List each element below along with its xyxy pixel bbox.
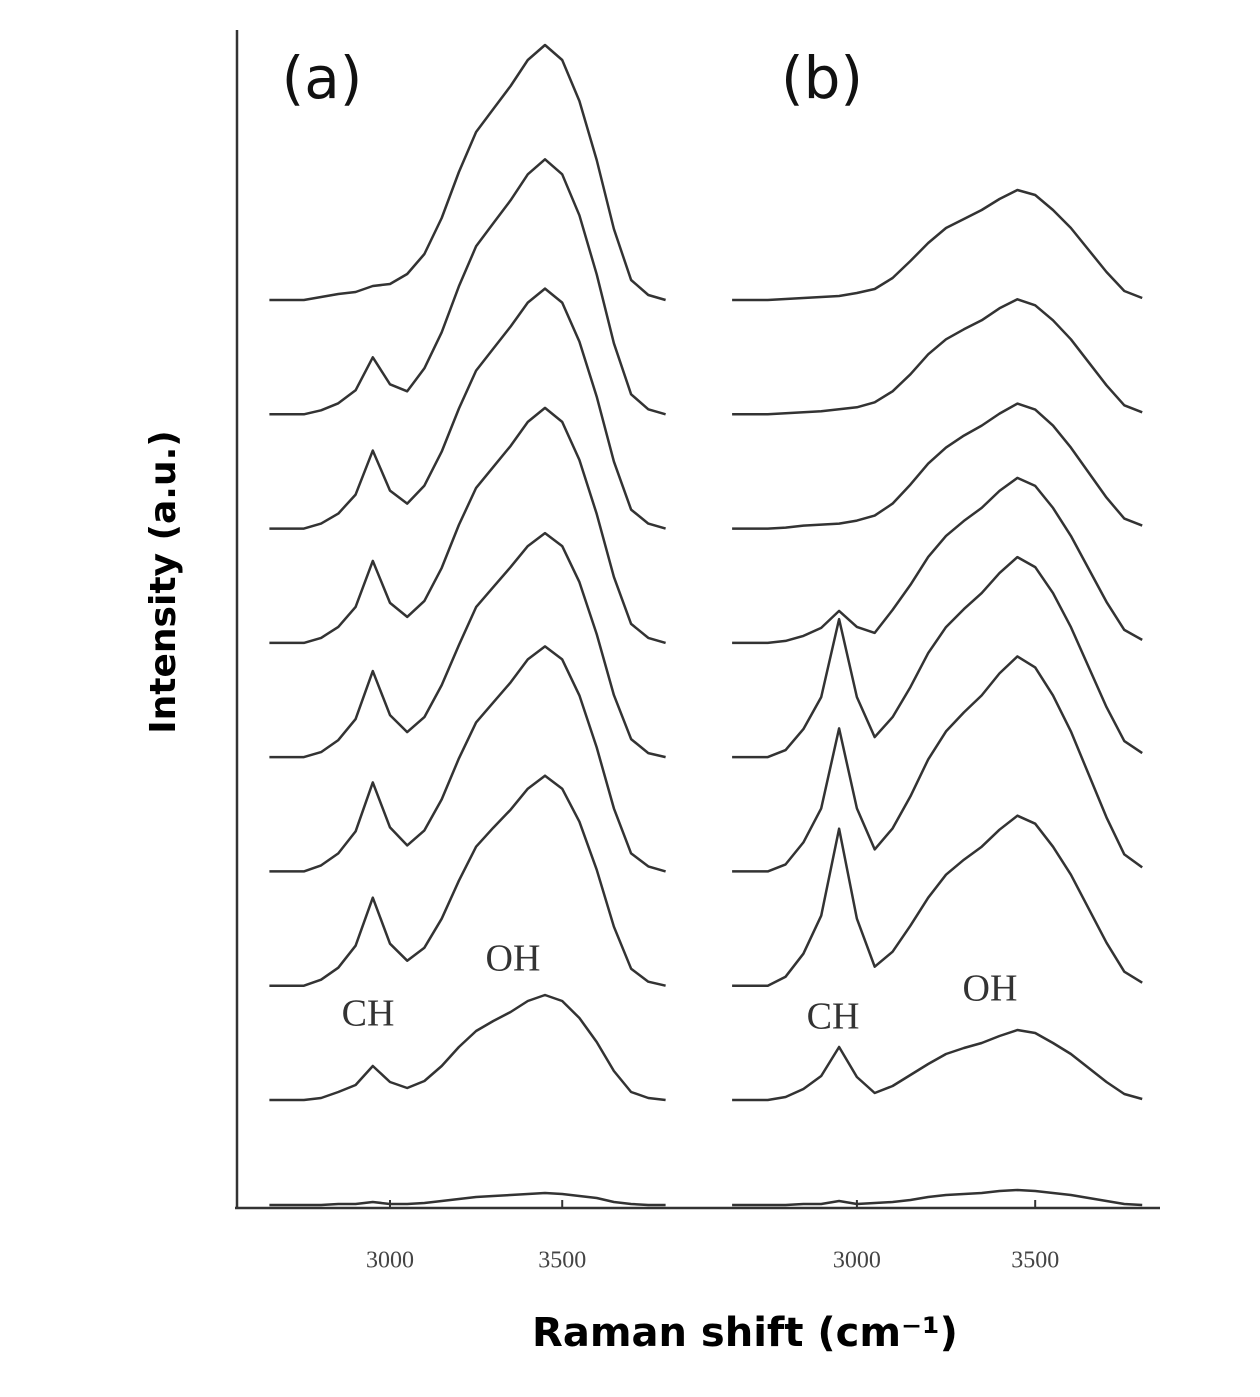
x-axis-label: Raman shift (cm⁻¹) <box>532 1310 958 1356</box>
spectrum-line <box>732 188 1143 302</box>
spectrum-line <box>269 645 666 873</box>
y-axis-label: Intensity (a.u.) <box>143 430 184 733</box>
x-tick-label: 3500 <box>538 1248 586 1274</box>
spectrum-line <box>269 531 666 759</box>
spectrum-line <box>269 43 666 302</box>
peak-annotation: CH <box>342 993 395 1035</box>
spectrum-line <box>732 1028 1143 1102</box>
spectrum-line <box>732 298 1143 416</box>
spectrum-line <box>732 476 1143 645</box>
x-tick-label: 3000 <box>366 1248 414 1274</box>
panel-label: (b) <box>781 44 863 112</box>
spectrum-line <box>732 814 1143 987</box>
panel-label: (a) <box>282 44 363 112</box>
x-tick-label: 3000 <box>833 1248 881 1274</box>
spectrum-line <box>269 774 666 987</box>
spectrum-line <box>269 158 666 416</box>
spectrum-line <box>269 406 666 645</box>
spectrum-line <box>269 287 666 530</box>
peak-annotation: CH <box>807 996 860 1038</box>
spectrum-line <box>732 555 1143 759</box>
spectrum-line <box>732 1188 1143 1207</box>
peak-annotation: OH <box>963 968 1018 1010</box>
x-tick-label: 3500 <box>1011 1248 1059 1274</box>
spectrum-line <box>732 402 1143 530</box>
peak-annotation: OH <box>486 938 541 980</box>
spectrum-line <box>269 993 666 1102</box>
spectrum-line <box>269 1191 666 1207</box>
spectrum-line <box>732 655 1143 873</box>
